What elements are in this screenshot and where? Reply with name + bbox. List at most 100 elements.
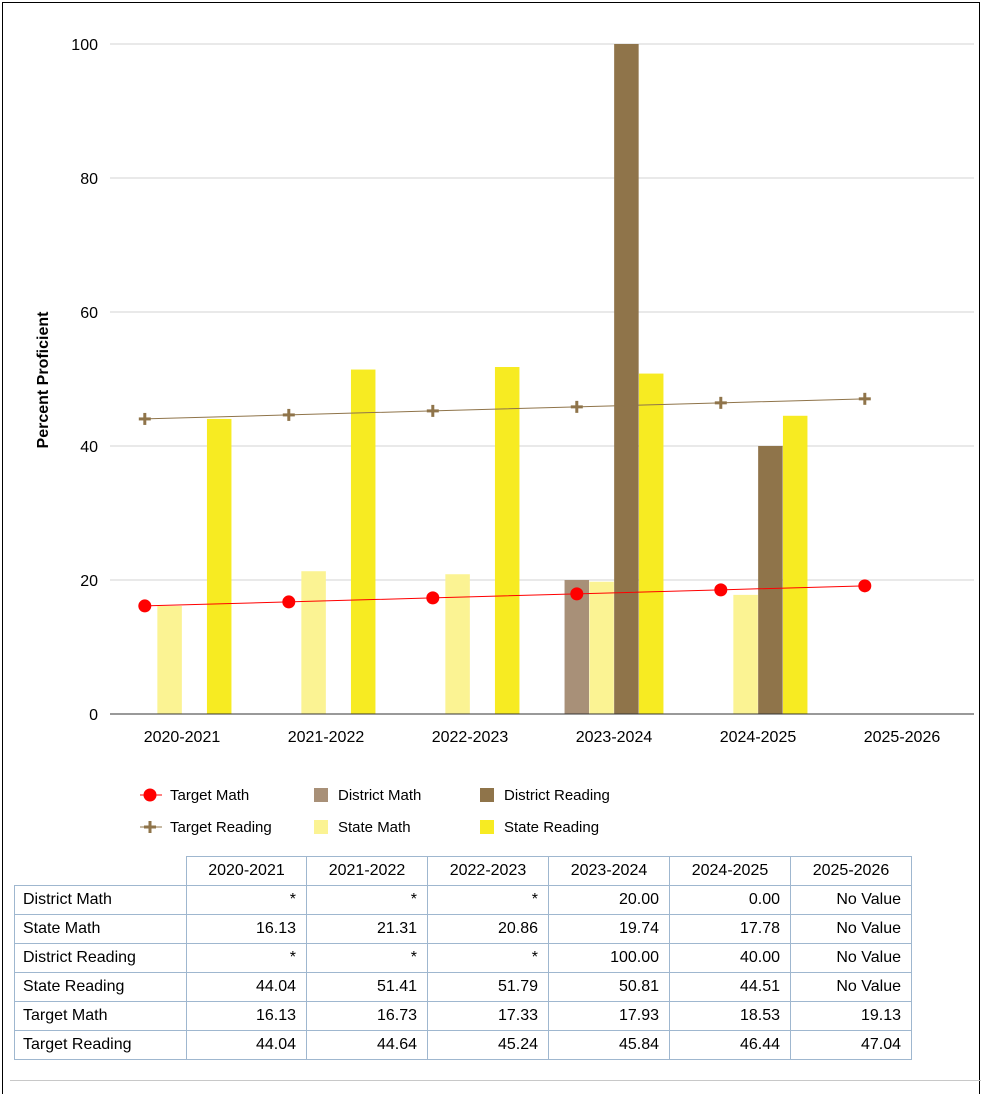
x-tick-label: 2024-2025 (720, 729, 797, 746)
point-target-math (138, 599, 152, 613)
row-label: State Reading (14, 972, 187, 1002)
legend-label: State Reading (504, 819, 599, 836)
table-cell: 20.00 (548, 885, 670, 915)
x-tick-label: 2020-2021 (144, 729, 221, 746)
legend-swatch (480, 820, 494, 834)
table-body: District Math * * * 20.00 0.00 No Value State M… (14, 885, 912, 1060)
table-row: District Reading * * * 100.00 40.00 No Value (14, 943, 912, 973)
bar-state-reading (782, 415, 808, 714)
x-tick-label: 2023-2024 (576, 729, 653, 746)
legend: Target Math District Math District Reading… (140, 787, 610, 836)
point-target-reading (426, 404, 439, 417)
table-row: Target Reading 44.04 44.64 45.24 45.84 46.44 4… (14, 1030, 912, 1060)
table-row: State Math 16.13 21.31 20.86 19.74 17.78 No Va… (14, 914, 912, 944)
table-row: Target Math 16.13 16.73 17.33 17.93 18.53 19.1… (14, 1001, 912, 1031)
line-target-math (144, 585, 865, 607)
y-tick-label: 40 (80, 439, 98, 456)
bar-state-reading (206, 418, 232, 714)
table-cell: 44.64 (306, 1030, 428, 1060)
table-cell: 40.00 (669, 943, 791, 973)
row-label: District Reading (14, 943, 187, 973)
legend-item-state-math: State Math (314, 819, 411, 836)
row-label: Target Math (14, 1001, 187, 1031)
point-target-math (570, 587, 584, 601)
column-header: 2022-2023 (427, 856, 549, 886)
legend-label: Target Reading (170, 819, 272, 836)
point-target-math (714, 583, 728, 597)
point-target-math (858, 579, 872, 593)
legend-label: Target Math (170, 787, 249, 804)
legend-swatch (314, 788, 328, 802)
bottom-divider (10, 1080, 981, 1081)
legend-marker (143, 788, 157, 802)
table-row: State Reading 44.04 51.41 51.79 50.81 44.51 No… (14, 972, 912, 1002)
column-header: 2025-2026 (790, 856, 912, 886)
data-table: 2020-2021 2021-2022 2022-2023 2023-2024 … (14, 856, 912, 1060)
legend-item-target-reading: Target Reading (140, 819, 272, 836)
legend-item-district-reading: District Reading (480, 787, 610, 804)
x-tick-label: 2025-2026 (864, 729, 941, 746)
line-target-reading (144, 398, 865, 420)
table-cell: 17.33 (427, 1001, 549, 1031)
table-cell: * (186, 885, 307, 915)
table-cell: 51.79 (427, 972, 549, 1002)
table-cell: 0.00 (669, 885, 791, 915)
gridlines (110, 43, 974, 581)
table-cell: 21.31 (306, 914, 428, 944)
legend-item-state-reading: State Reading (480, 819, 599, 836)
table-cell: No Value (790, 943, 912, 973)
x-tick-label: 2022-2023 (432, 729, 509, 746)
proficiency-chart: 0 20 40 60 80 100 2020-2021 2021-2022 2022-2023 2… (35, 37, 974, 836)
table-cell: 44.04 (186, 1030, 307, 1060)
table-cell: 19.74 (548, 914, 670, 944)
table-cell: No Value (790, 885, 912, 915)
table-cell: 46.44 (669, 1030, 791, 1060)
bar-state-reading (350, 369, 376, 714)
table-cell: * (306, 943, 428, 973)
x-tick-label: 2021-2022 (288, 729, 365, 746)
bar-state-reading (638, 373, 664, 714)
table-cell: No Value (790, 972, 912, 1002)
bar-state-math (157, 605, 182, 714)
table-cell: * (427, 885, 549, 915)
legend-swatch (314, 820, 328, 834)
table-cell: 18.53 (669, 1001, 791, 1031)
table-cell: 44.04 (186, 972, 307, 1002)
table-cell: 16.73 (306, 1001, 428, 1031)
table-row: District Math * * * 20.00 0.00 No Value (14, 885, 912, 915)
y-tick-label: 80 (80, 171, 98, 188)
table-header-row: 2020-2021 2021-2022 2022-2023 2023-2024 … (14, 856, 912, 886)
target-lines (138, 392, 872, 613)
table-cell: 17.93 (548, 1001, 670, 1031)
point-target-reading (570, 400, 583, 413)
y-axis-title: Percent Proficient (35, 311, 52, 449)
bar-state-math (733, 594, 758, 714)
table-cell: 19.13 (790, 1001, 912, 1031)
bar-state-math (589, 581, 614, 714)
legend-swatch (480, 788, 494, 802)
table-cell: 100.00 (548, 943, 670, 973)
table-corner-cell (14, 856, 187, 886)
column-header: 2024-2025 (669, 856, 791, 886)
table-cell: 50.81 (548, 972, 670, 1002)
bar-district-reading (758, 446, 783, 714)
point-target-reading (138, 412, 151, 425)
table-cell: No Value (790, 914, 912, 944)
legend-label: State Math (338, 819, 411, 836)
legend-item-target-math: Target Math (140, 787, 249, 804)
table-cell: 16.13 (186, 914, 307, 944)
row-label: State Math (14, 914, 187, 944)
legend-item-district-math: District Math (314, 787, 421, 804)
point-target-math (282, 595, 296, 609)
bar-district-math (564, 580, 590, 714)
point-target-math (426, 591, 440, 605)
table-cell: * (427, 943, 549, 973)
bars (157, 44, 808, 714)
table-cell: 17.78 (669, 914, 791, 944)
table-cell: 44.51 (669, 972, 791, 1002)
row-label: District Math (14, 885, 187, 915)
y-tick-label: 60 (80, 305, 98, 322)
bar-state-reading (494, 367, 520, 714)
legend-label: District Reading (504, 787, 610, 804)
